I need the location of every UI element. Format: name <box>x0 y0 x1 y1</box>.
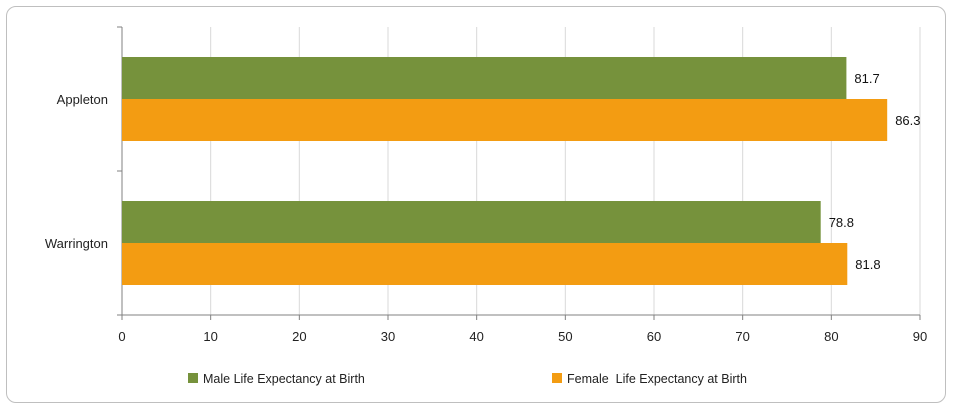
category-label-appleton: Appleton <box>57 92 108 107</box>
x-tick-label-80: 80 <box>824 329 838 344</box>
x-tick-label-10: 10 <box>203 329 217 344</box>
data-label-appleton-female: 86.3 <box>895 113 920 128</box>
legend-label-female: Female Life Expectancy at Birth <box>567 372 747 386</box>
bar-appleton-female <box>122 99 888 141</box>
x-tick-label-50: 50 <box>558 329 572 344</box>
x-tick-label-40: 40 <box>469 329 483 344</box>
data-label-appleton-male: 81.7 <box>854 71 879 86</box>
x-tick-label-20: 20 <box>292 329 306 344</box>
bar-warrington-male <box>122 201 821 243</box>
data-label-warrington-female: 81.8 <box>855 257 880 272</box>
bar-warrington-female <box>122 243 848 285</box>
legend-swatch-male <box>188 373 198 383</box>
legend-swatch-female <box>552 373 562 383</box>
x-tick-label-70: 70 <box>735 329 749 344</box>
category-label-warrington: Warrington <box>45 236 108 251</box>
legend-label-male: Male Life Expectancy at Birth <box>203 372 365 386</box>
bar-appleton-male <box>122 57 847 99</box>
x-tick-label-0: 0 <box>118 329 125 344</box>
x-tick-label-30: 30 <box>381 329 395 344</box>
x-tick-label-90: 90 <box>913 329 927 344</box>
x-tick-label-60: 60 <box>647 329 661 344</box>
data-label-warrington-male: 78.8 <box>829 215 854 230</box>
